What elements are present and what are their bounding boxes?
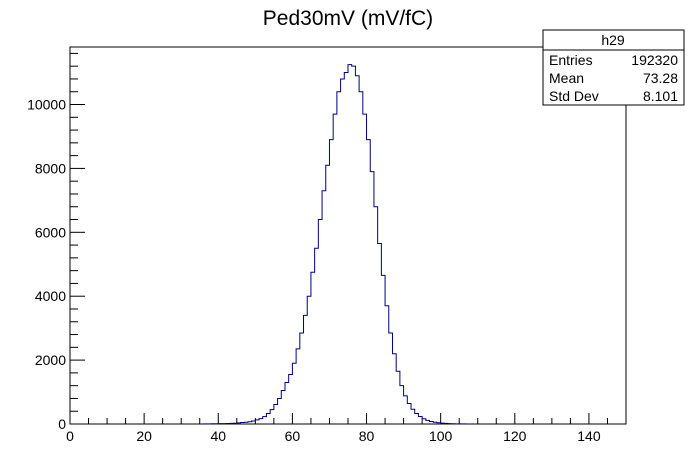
y-tick-label: 2000 xyxy=(35,352,66,368)
stats-box-name: h29 xyxy=(601,32,625,48)
axes: 0 20 40 60 80 100 120 140 0 2000 4000 6000 8000 10000 xyxy=(27,52,627,444)
stats-entries-value: 192320 xyxy=(631,52,678,68)
x-tick-label: 100 xyxy=(429,428,453,444)
stats-stddev-value: 8.101 xyxy=(643,88,678,104)
x-tick-label: 80 xyxy=(359,428,375,444)
stats-box: h29 Entries 192320 Mean 73.28 Std Dev 8.… xyxy=(542,29,685,106)
x-tick-label: 60 xyxy=(285,428,301,444)
x-tick-label: 20 xyxy=(136,428,152,444)
y-tick-label: 4000 xyxy=(35,288,66,304)
chart-title: Ped30mV (mV/fC) xyxy=(263,7,433,30)
stats-entries-label: Entries xyxy=(549,52,593,68)
stats-stddev-label: Std Dev xyxy=(549,88,599,104)
stats-mean-label: Mean xyxy=(549,70,584,86)
x-tick-label: 120 xyxy=(503,428,527,444)
stats-box-frame xyxy=(542,29,685,106)
y-tick-label: 10000 xyxy=(27,97,66,113)
y-tick-label: 6000 xyxy=(35,224,66,240)
histogram-line xyxy=(202,64,468,425)
y-tick-label: 0 xyxy=(58,416,66,432)
x-tick-label: 40 xyxy=(210,428,226,444)
x-tick-label: 0 xyxy=(66,428,74,444)
stats-mean-value: 73.28 xyxy=(643,70,678,86)
x-tick-label: 140 xyxy=(577,428,601,444)
y-tick-label: 8000 xyxy=(35,160,66,176)
